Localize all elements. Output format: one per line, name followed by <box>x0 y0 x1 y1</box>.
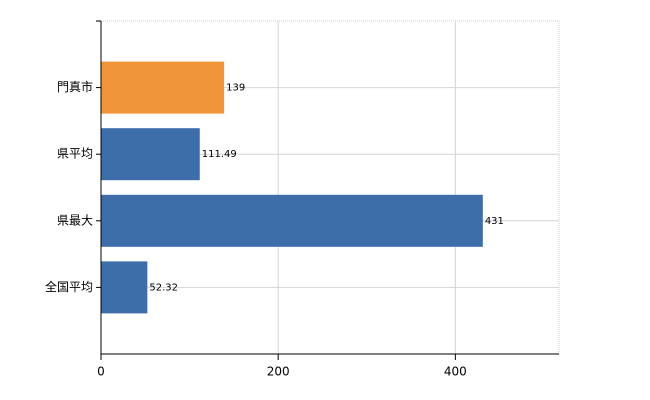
x-tick-label: 400 <box>444 365 467 379</box>
bar <box>101 261 148 314</box>
value-label: 139 <box>226 83 245 94</box>
value-label: 431 <box>485 216 504 227</box>
x-tick-label: 200 <box>267 365 290 379</box>
y-tick-label: 全国平均 <box>45 279 93 294</box>
y-tick-label: 県平均 <box>57 147 93 161</box>
y-tick-label: 県最大 <box>57 213 93 227</box>
bar <box>101 61 225 114</box>
value-label: 111.49 <box>202 149 237 160</box>
y-tick-label: 門真市 <box>57 79 93 94</box>
value-label: 52.32 <box>149 282 178 293</box>
x-tick-label: 0 <box>97 365 105 379</box>
bar <box>101 194 483 247</box>
bar <box>101 128 200 181</box>
